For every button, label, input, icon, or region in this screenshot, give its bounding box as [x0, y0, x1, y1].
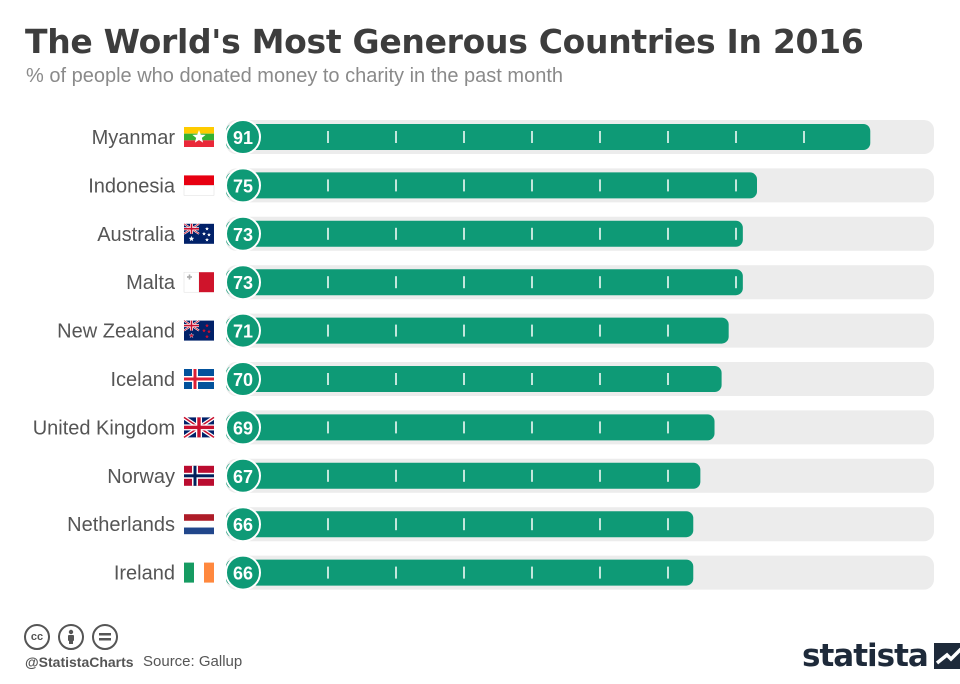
netherlands-flag-icon	[184, 514, 214, 535]
source-note: Source: Gallup	[143, 653, 243, 670]
bar	[226, 414, 715, 441]
value-bubble	[225, 457, 261, 494]
malta-flag-icon	[183, 271, 214, 293]
bar	[226, 172, 757, 199]
chart-subtitle: % of people who donated money to charity…	[26, 65, 564, 87]
bar	[226, 124, 871, 150]
bar	[226, 559, 694, 586]
category-label: United Kingdom	[33, 417, 175, 439]
value-bubble	[225, 409, 261, 446]
bar	[226, 511, 694, 538]
category-label: Norway	[107, 466, 175, 488]
statista-mark-icon	[933, 643, 960, 669]
twitter-handle[interactable]: @StatistaCharts	[25, 654, 134, 670]
bar	[226, 317, 729, 344]
license-icons: cc	[24, 624, 118, 650]
data-label: 91	[233, 128, 253, 148]
value-bubble	[225, 361, 261, 397]
australia-flag-icon	[183, 222, 214, 244]
bar	[226, 462, 701, 489]
bar	[226, 366, 722, 392]
value-bubble	[225, 167, 261, 204]
category-label: Indonesia	[88, 175, 176, 197]
new-zealand-flag-icon	[183, 319, 214, 341]
value-bubble	[225, 264, 261, 301]
chart-title: The World's Most Generous Countries In 2…	[25, 22, 864, 61]
data-label: 71	[233, 322, 253, 342]
bar-chart: 91 Myanmar 75 Indonesia 73 Australia 73 Malta 71…	[33, 119, 934, 591]
category-label: New Zealand	[57, 321, 175, 343]
category-label: Ireland	[114, 563, 175, 585]
category-label: Netherlands	[67, 514, 175, 536]
myanmar-flag-icon	[184, 127, 214, 147]
bar	[226, 220, 743, 247]
category-label: Myanmar	[92, 127, 176, 149]
statista-logo[interactable]: statista	[802, 638, 960, 674]
data-label: 67	[233, 467, 253, 487]
value-bubble	[225, 554, 261, 591]
norway-flag-icon	[184, 465, 214, 486]
data-label: 69	[233, 418, 253, 438]
bar	[226, 269, 743, 296]
attribution-icon[interactable]	[58, 624, 84, 650]
data-label: 75	[233, 176, 253, 196]
value-bubble	[225, 312, 261, 349]
iceland-flag-icon	[184, 369, 214, 389]
brand-wordmark: statista	[802, 638, 929, 674]
data-label: 70	[233, 370, 253, 390]
united-kingdom-flag-icon	[182, 415, 216, 440]
indonesia-flag-icon	[183, 175, 215, 196]
data-label: 73	[233, 225, 253, 245]
value-bubble	[225, 215, 261, 252]
data-label: 73	[233, 273, 253, 293]
value-bubble	[225, 119, 261, 155]
data-label: 66	[233, 564, 253, 584]
creative-commons-icon[interactable]: cc	[24, 624, 50, 650]
category-label: Australia	[97, 224, 176, 246]
category-label: Iceland	[111, 369, 176, 391]
value-bubble	[225, 506, 261, 543]
ireland-flag-icon	[184, 562, 214, 583]
category-label: Malta	[126, 272, 176, 294]
no-derivatives-icon[interactable]	[92, 624, 118, 650]
data-label: 66	[233, 515, 253, 535]
